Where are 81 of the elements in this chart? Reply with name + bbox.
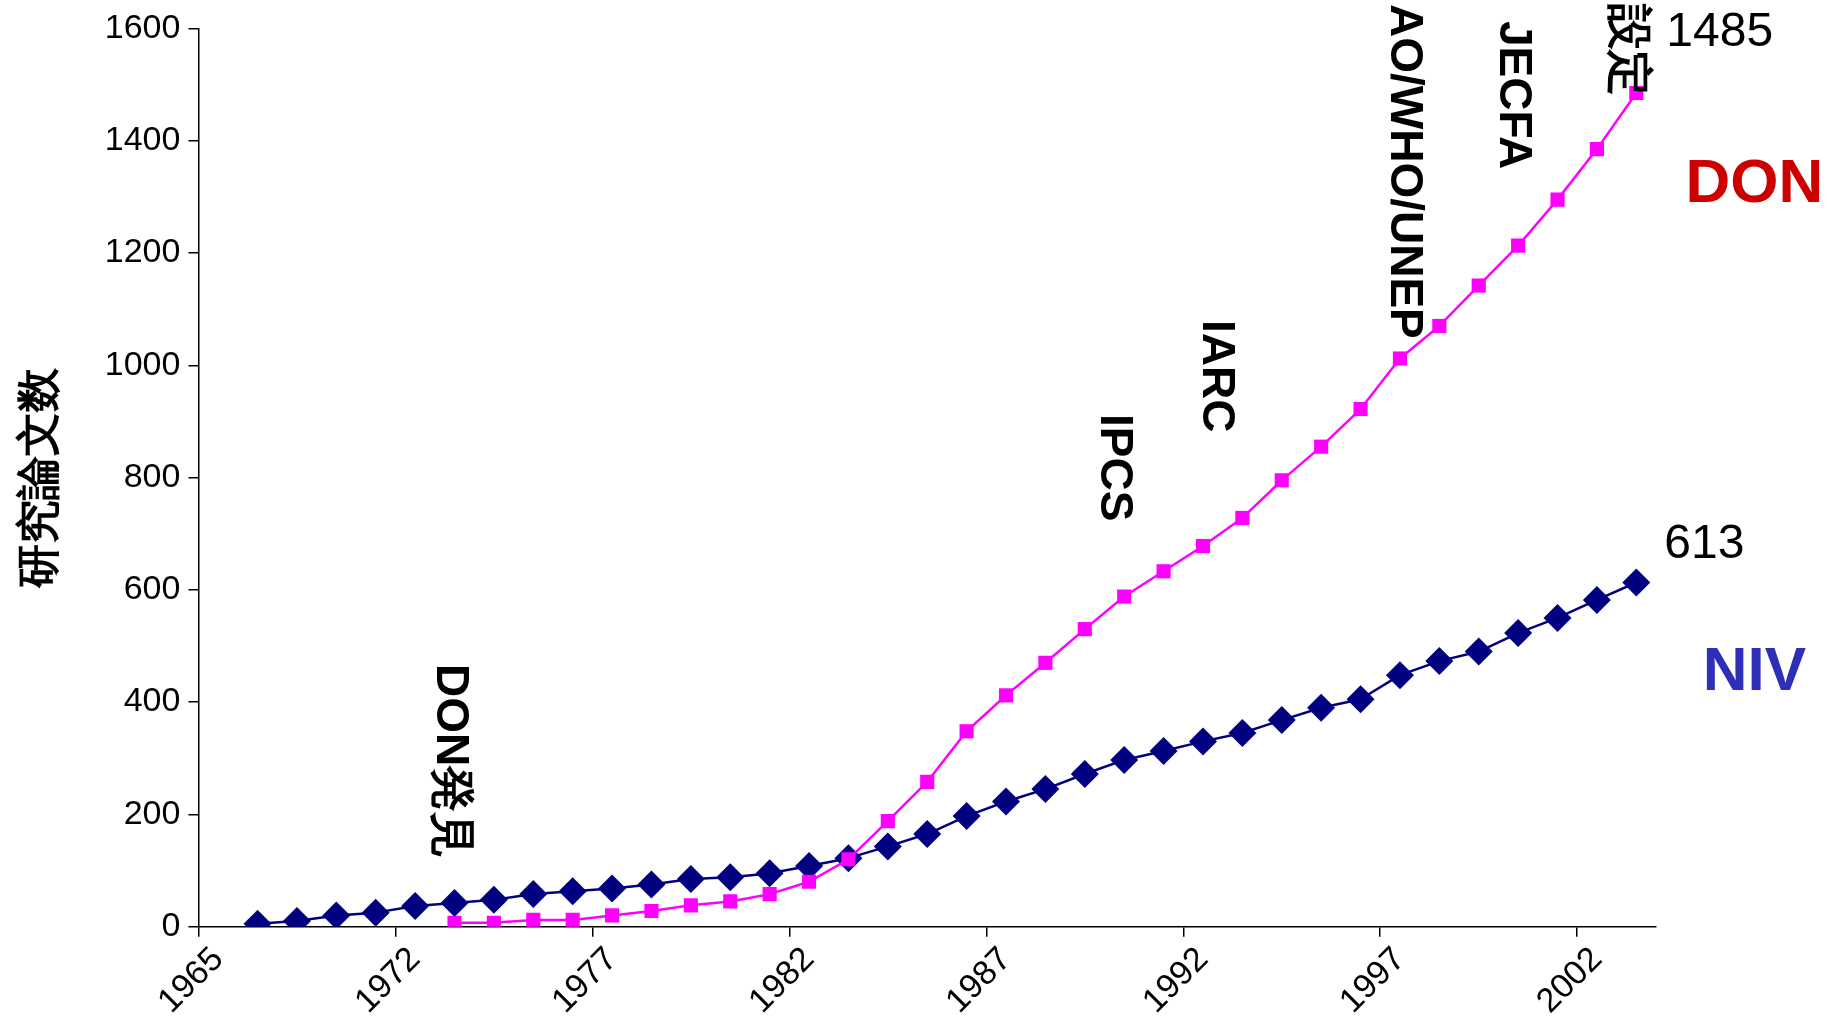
data-label: 1485	[1666, 3, 1774, 57]
point	[479, 885, 508, 914]
annotation: JECFA	[1490, 21, 1543, 170]
point	[1307, 693, 1336, 722]
series-label: DON	[1685, 146, 1824, 216]
point	[1511, 238, 1526, 253]
point	[801, 874, 817, 889]
y-tick-label: 600	[123, 568, 181, 607]
data-label: 613	[1664, 514, 1745, 568]
point	[959, 724, 974, 739]
point	[1504, 619, 1533, 648]
point	[1622, 568, 1651, 597]
y-axis-title: 研究論文数	[12, 366, 62, 589]
point	[1589, 142, 1604, 157]
point	[1392, 351, 1408, 366]
annotation: 設定	[1604, 3, 1657, 96]
point	[920, 774, 935, 789]
point	[644, 903, 659, 919]
point	[526, 912, 541, 927]
point	[401, 891, 430, 920]
point	[1195, 538, 1211, 554]
y-tick-label: 400	[123, 680, 181, 719]
point	[723, 894, 738, 909]
annotation: AO/WHO/UNEP	[1381, 4, 1434, 339]
point	[1274, 473, 1289, 488]
point	[913, 820, 942, 849]
point	[1314, 439, 1329, 454]
y-tick-label: 800	[123, 455, 181, 494]
point	[605, 908, 620, 923]
point	[1117, 589, 1132, 604]
point	[1235, 510, 1250, 526]
point	[1385, 661, 1414, 690]
point	[519, 880, 548, 909]
point	[637, 870, 666, 899]
point	[755, 859, 784, 888]
point	[322, 901, 351, 927]
point	[1425, 647, 1454, 676]
y-tick-label: 1400	[104, 119, 181, 158]
point	[1031, 775, 1060, 804]
point	[998, 688, 1014, 703]
y-tick-label: 0	[161, 905, 181, 944]
point	[762, 887, 777, 902]
point	[361, 898, 390, 927]
annotation: IPCS	[1091, 414, 1144, 522]
series-label: NIV	[1702, 633, 1806, 703]
y-tick-label: 1200	[104, 231, 181, 270]
y-tick-label: 1000	[104, 343, 181, 382]
point	[447, 915, 462, 927]
point	[1038, 655, 1053, 670]
point	[1110, 745, 1139, 774]
point	[952, 802, 981, 831]
y-tick-label: 1600	[104, 6, 181, 45]
point	[992, 787, 1021, 816]
point	[716, 863, 745, 892]
point	[1353, 401, 1368, 417]
point	[440, 889, 469, 918]
point	[873, 832, 902, 861]
point	[1188, 727, 1217, 756]
point	[1149, 736, 1178, 765]
point	[676, 864, 705, 893]
point	[1432, 318, 1447, 334]
point	[1550, 192, 1565, 207]
point	[598, 874, 627, 903]
point	[565, 912, 580, 927]
point	[1543, 603, 1572, 632]
point	[880, 814, 895, 829]
point	[683, 898, 698, 913]
annotation: DON発見	[427, 664, 480, 859]
point	[1346, 685, 1375, 714]
annotation: IARC	[1193, 320, 1246, 433]
point	[1077, 622, 1092, 637]
point	[558, 877, 587, 906]
point	[1070, 759, 1099, 788]
point	[1228, 718, 1257, 747]
point	[1267, 706, 1296, 735]
point	[486, 915, 501, 927]
point	[1156, 564, 1171, 579]
point	[1471, 278, 1486, 293]
y-tick-label: 200	[123, 792, 181, 831]
point	[1464, 637, 1493, 666]
point	[1582, 585, 1611, 614]
